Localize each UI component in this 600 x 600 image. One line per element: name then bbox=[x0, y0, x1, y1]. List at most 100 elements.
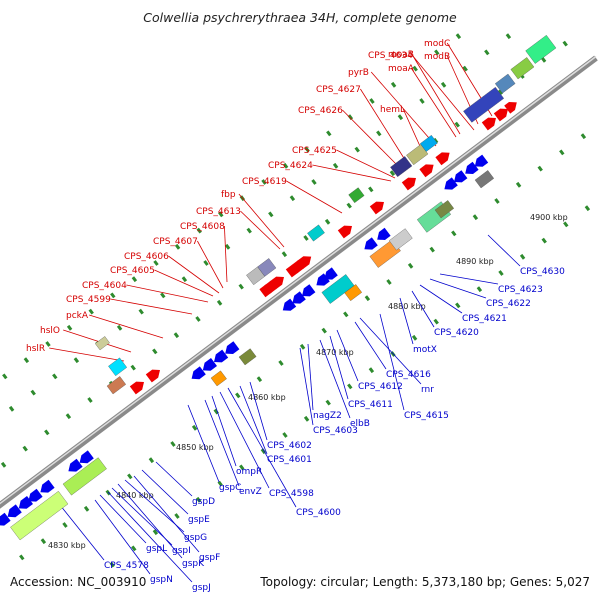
reverse-gene-block bbox=[388, 228, 413, 251]
forward-gene-label: hslO bbox=[40, 326, 60, 336]
position-dot bbox=[2, 373, 8, 380]
forward-gene-label: CPS_4619 bbox=[242, 177, 287, 187]
leader-line bbox=[336, 149, 396, 179]
leader-line bbox=[238, 193, 285, 248]
leader-line bbox=[412, 54, 461, 135]
position-dot bbox=[218, 211, 224, 218]
position-dot bbox=[321, 327, 327, 334]
reverse-gene-label: gspD bbox=[192, 497, 215, 507]
position-dot bbox=[138, 308, 144, 315]
reverse-gene-arrow bbox=[454, 170, 468, 183]
reverse-gene-arrow bbox=[316, 273, 330, 286]
position-dot bbox=[562, 40, 568, 47]
scale-label: 4890 kbp bbox=[456, 257, 494, 266]
leader-line bbox=[312, 164, 392, 182]
forward-gene-label: hemL bbox=[380, 105, 405, 115]
position-dot bbox=[440, 81, 447, 88]
position-dot bbox=[216, 299, 223, 306]
position-dot bbox=[498, 270, 504, 276]
forward-gene-label: moaA bbox=[388, 64, 415, 74]
leader-line bbox=[410, 53, 475, 131]
forward-gene-label: CPS_4634 bbox=[368, 51, 413, 61]
forward-gene-label: modC bbox=[424, 39, 450, 49]
forward-gene-block bbox=[419, 134, 438, 152]
reverse-gene-block bbox=[474, 170, 495, 189]
position-dot bbox=[541, 237, 547, 244]
reverse-gene-block bbox=[10, 490, 69, 541]
position-dot bbox=[454, 121, 460, 128]
position-dot bbox=[386, 279, 392, 285]
position-dot bbox=[238, 283, 244, 290]
gene-features bbox=[0, 34, 557, 541]
leader-line bbox=[197, 240, 224, 289]
position-dot bbox=[368, 367, 375, 374]
reverse-gene-label: gspN bbox=[150, 575, 173, 585]
reverse-gene-label: gspL bbox=[146, 544, 167, 554]
backbone-highlight bbox=[0, 55, 597, 505]
position-dot bbox=[282, 432, 288, 438]
reverse-gene-arrow bbox=[474, 154, 489, 167]
leader-line bbox=[154, 269, 214, 297]
reverse-gene-label: ompR bbox=[236, 467, 262, 477]
reverse-gene-arrow bbox=[377, 227, 391, 240]
reverse-gene-arrow bbox=[191, 366, 206, 380]
forward-gene-arrow bbox=[504, 101, 517, 114]
leader-line bbox=[354, 321, 387, 370]
leader-line bbox=[249, 381, 268, 441]
reverse-gene-arrow bbox=[68, 458, 83, 472]
reverse-gene-block bbox=[434, 200, 455, 219]
position-dot bbox=[109, 561, 115, 568]
position-dot bbox=[30, 389, 36, 396]
position-dot bbox=[152, 348, 158, 355]
reverse-gene-label: rnr bbox=[421, 385, 434, 395]
leader-line bbox=[307, 343, 314, 411]
scale-label: 4880 kbp bbox=[388, 302, 426, 311]
forward-gene-label: CPS_4604 bbox=[82, 281, 127, 291]
position-dot bbox=[110, 292, 116, 299]
leader-line bbox=[329, 335, 349, 400]
position-dot bbox=[494, 198, 500, 204]
position-dot bbox=[52, 373, 58, 380]
position-dot bbox=[419, 98, 425, 104]
position-dot bbox=[324, 218, 331, 225]
forward-gene-label: CPS_4606 bbox=[124, 252, 169, 262]
reverse-gene-arrow bbox=[0, 512, 11, 526]
leader-line bbox=[94, 499, 151, 575]
forward-gene-arrow bbox=[419, 164, 434, 178]
position-dot bbox=[376, 130, 382, 137]
forward-gene-arrow bbox=[337, 225, 352, 239]
position-dot bbox=[515, 181, 522, 188]
forward-gene-label: CPS_4627 bbox=[316, 85, 361, 95]
reverse-gene-label: gspI bbox=[172, 546, 191, 556]
leader-line bbox=[411, 290, 435, 328]
forward-gene-label: CPS_4599 bbox=[66, 295, 111, 305]
position-dot bbox=[472, 214, 479, 221]
reverse-gene-arrow bbox=[302, 284, 316, 297]
reverse-gene-block bbox=[321, 274, 355, 304]
reverse-gene-arrow bbox=[214, 349, 229, 363]
reverse-gene-label: CPS_4578 bbox=[104, 561, 149, 571]
position-dot bbox=[303, 415, 310, 422]
reverse-gene-label: CPS_4611 bbox=[348, 400, 393, 410]
position-dot bbox=[191, 424, 198, 431]
reverse-gene-label: motX bbox=[413, 345, 437, 355]
position-dot bbox=[364, 295, 371, 302]
leader-line bbox=[342, 109, 401, 169]
leader-line bbox=[89, 314, 164, 339]
forward-gene-block bbox=[390, 156, 413, 178]
leader-line bbox=[141, 469, 189, 515]
position-dot bbox=[239, 464, 245, 471]
position-dot bbox=[563, 221, 569, 228]
position-dot bbox=[299, 343, 306, 350]
forward-gene-block bbox=[510, 57, 535, 80]
reverse-gene-label: gspK bbox=[182, 559, 205, 569]
position-dot bbox=[88, 308, 94, 315]
gene-labels: hslR hslO pckA CPS_4599 CPS_4604 CPS_4605 CPS_… bbox=[26, 39, 565, 593]
reverse-gene-block bbox=[344, 284, 363, 302]
forward-gene-label: moaB bbox=[388, 50, 414, 60]
leader-line bbox=[224, 225, 228, 283]
position-dot bbox=[411, 334, 418, 341]
position-dot bbox=[519, 253, 526, 260]
reverse-gene-arrow bbox=[18, 495, 33, 509]
